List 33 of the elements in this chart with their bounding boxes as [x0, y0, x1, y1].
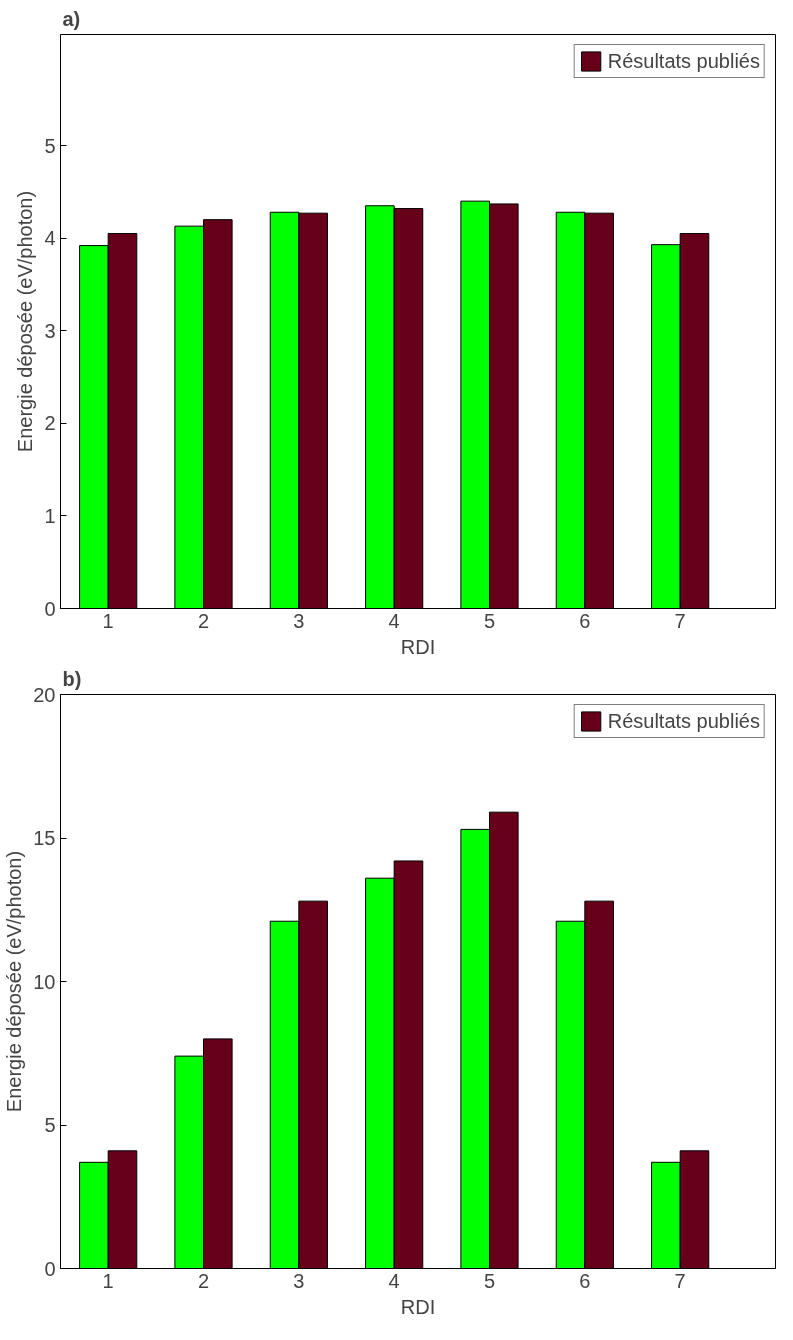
- y-tick-label: 4: [44, 227, 56, 250]
- x-tick-label: 3: [293, 609, 305, 632]
- y-tick-label: 2: [44, 412, 56, 435]
- y-tick-label: 5: [44, 1114, 56, 1136]
- x-tick-label: 7: [674, 1269, 686, 1292]
- x-tick-label: 5: [483, 1269, 496, 1292]
- y-tick-label: 15: [33, 827, 56, 849]
- y-tick-label: 10: [33, 970, 56, 993]
- x-tick-label: 2: [197, 1269, 210, 1292]
- y-tick-label: 0: [44, 1257, 56, 1280]
- y-tick-label: 0: [44, 597, 56, 620]
- y-axis-title: Energie déposée (eV/photon): [3, 850, 26, 1113]
- y-tick-label: 3: [44, 319, 56, 342]
- x-tick-label: 3: [293, 1269, 305, 1292]
- y-tick-label: 20: [33, 683, 56, 706]
- x-tick-label: 6: [579, 609, 591, 632]
- y-tick-label: 1: [44, 504, 56, 527]
- x-axis-title: RDI: [400, 1295, 436, 1318]
- x-tick-label: 2: [197, 609, 210, 632]
- x-tick-label: 1: [102, 609, 114, 632]
- x-tick-label: 6: [579, 1269, 591, 1292]
- x-tick-label: 1: [102, 1269, 114, 1292]
- y-tick-label: 5: [44, 134, 56, 157]
- legend-label: Résultats publiés: [607, 709, 760, 733]
- chart-title: a): [62, 7, 81, 30]
- y-axis-title: Energie déposée (eV/photon): [14, 190, 37, 453]
- x-tick-label: 4: [388, 609, 400, 632]
- x-tick-label: 5: [483, 609, 496, 632]
- x-axis-title: RDI: [400, 635, 436, 658]
- legend-label: Résultats publiés: [607, 49, 760, 73]
- x-tick-label: 4: [388, 1269, 400, 1292]
- chart-title: b): [62, 667, 82, 690]
- x-tick-label: 7: [674, 609, 686, 632]
